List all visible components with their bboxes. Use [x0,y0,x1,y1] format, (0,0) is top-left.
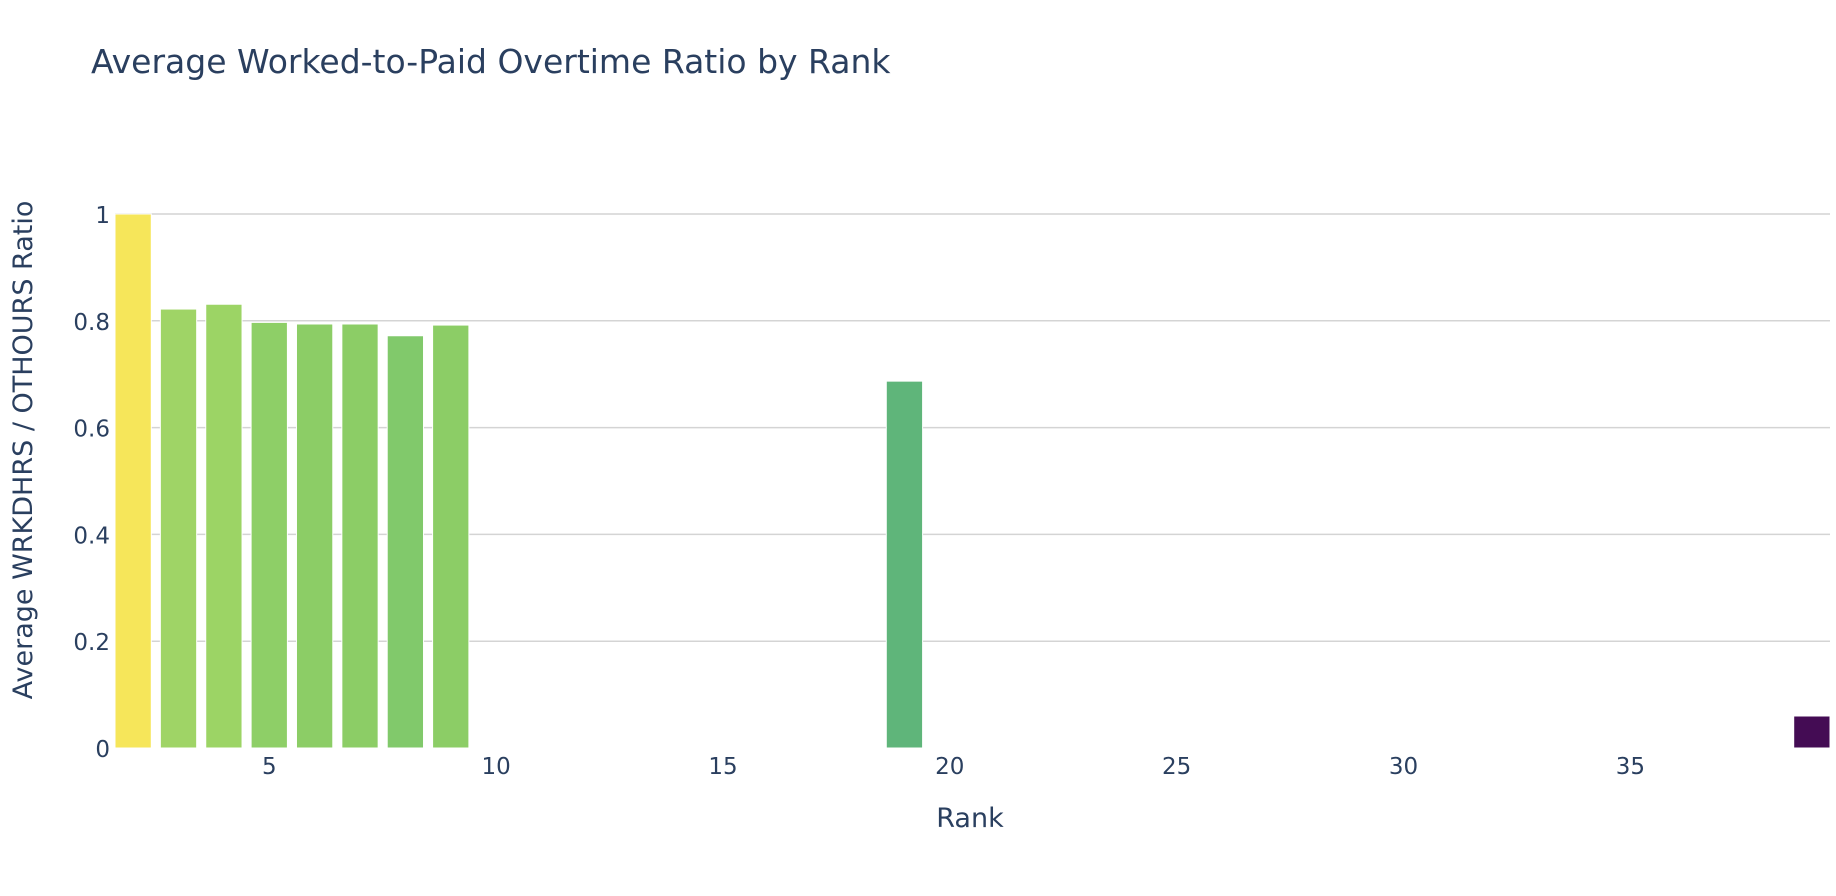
x-tick-label: 35 [1616,754,1645,780]
bar[interactable] [1793,715,1831,749]
y-tick-label: 1 [95,203,110,229]
y-axis-label: Average WRKDHRS / OTHOURS Ratio [8,201,39,700]
y-tick-label: 0.8 [73,310,110,336]
x-tick-label: 20 [935,754,964,780]
x-tick-label: 15 [708,754,737,780]
bar[interactable] [205,303,243,749]
y-tick-label: 0.2 [73,630,110,656]
bar[interactable] [386,335,425,749]
x-tick-label: 25 [1162,754,1191,780]
y-tick-label: 0.6 [73,417,110,443]
bar[interactable] [432,324,470,749]
chart-title: Average Worked-to-Paid Overtime Ratio by… [91,42,891,81]
bar[interactable] [885,380,924,749]
x-tick-label: 30 [1389,754,1418,780]
bar[interactable] [341,323,379,749]
bar[interactable] [159,308,198,749]
bar[interactable] [295,323,334,749]
x-tick-label: 5 [262,754,277,780]
x-axis-ticks: 5 10 15 20 25 30 35 [262,754,1645,780]
y-tick-label: 0.4 [73,523,110,549]
y-axis-ticks: 0 0.2 0.4 0.6 0.8 1 [73,203,110,763]
x-tick-label: 10 [481,754,510,780]
y-tick-label: 0 [95,737,110,763]
bar[interactable] [250,321,288,749]
x-axis-label: Rank [936,803,1004,834]
bar[interactable] [114,213,152,749]
bars [114,213,1831,749]
